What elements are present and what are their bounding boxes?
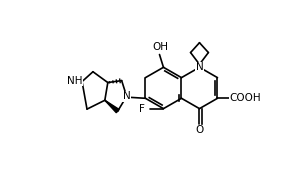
Polygon shape bbox=[105, 100, 119, 113]
Text: OH: OH bbox=[152, 42, 168, 52]
Text: COOH: COOH bbox=[229, 93, 261, 103]
Text: N: N bbox=[196, 62, 203, 72]
Text: O: O bbox=[195, 125, 204, 135]
Text: NH: NH bbox=[68, 76, 83, 86]
Text: N: N bbox=[123, 91, 130, 101]
Text: F: F bbox=[139, 104, 145, 114]
